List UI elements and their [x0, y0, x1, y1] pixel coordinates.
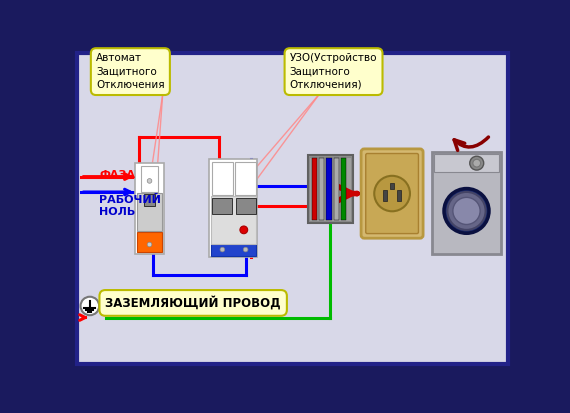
Text: ЗАЗЕМЛЯЮЩИЙ ПРОВОД: ЗАЗЕМЛЯЮЩИЙ ПРОВОД: [105, 296, 281, 310]
Bar: [383, 190, 387, 201]
Circle shape: [240, 226, 248, 234]
Circle shape: [243, 247, 248, 252]
Bar: [309, 157, 351, 221]
Bar: [235, 162, 256, 195]
Bar: [212, 198, 233, 214]
Bar: [434, 154, 499, 172]
Circle shape: [147, 178, 152, 183]
Bar: [319, 158, 324, 220]
Bar: [211, 244, 256, 256]
Bar: [137, 232, 162, 252]
Bar: [135, 163, 164, 254]
Bar: [397, 190, 401, 201]
Circle shape: [147, 242, 152, 247]
Bar: [334, 158, 339, 220]
FancyBboxPatch shape: [361, 149, 423, 238]
Bar: [341, 158, 347, 220]
Bar: [211, 196, 256, 244]
Circle shape: [444, 189, 489, 233]
Bar: [327, 158, 332, 220]
Circle shape: [470, 156, 484, 170]
Text: УЗО(Устройство
Защитного
Отключения): УЗО(Устройство Защитного Отключения): [290, 53, 377, 90]
Circle shape: [473, 159, 481, 167]
Bar: [308, 155, 353, 223]
Text: ФАЗА: ФАЗА: [99, 170, 135, 180]
Bar: [390, 183, 394, 189]
FancyBboxPatch shape: [76, 53, 508, 364]
Bar: [235, 198, 256, 214]
Text: РАБОЧИЙ
НОЛЬ: РАБОЧИЙ НОЛЬ: [99, 195, 161, 217]
Bar: [433, 152, 500, 254]
Bar: [144, 194, 156, 206]
Bar: [311, 158, 317, 220]
Text: Автомат
Защитного
Отключения: Автомат Защитного Отключения: [96, 53, 165, 90]
FancyBboxPatch shape: [366, 154, 418, 234]
Bar: [211, 162, 233, 195]
Bar: [141, 166, 158, 192]
Bar: [209, 159, 257, 257]
Circle shape: [374, 176, 410, 211]
Circle shape: [453, 197, 480, 225]
Circle shape: [80, 297, 99, 315]
Bar: [137, 193, 162, 231]
Circle shape: [447, 192, 486, 230]
Circle shape: [220, 247, 225, 252]
FancyArrowPatch shape: [454, 137, 488, 150]
